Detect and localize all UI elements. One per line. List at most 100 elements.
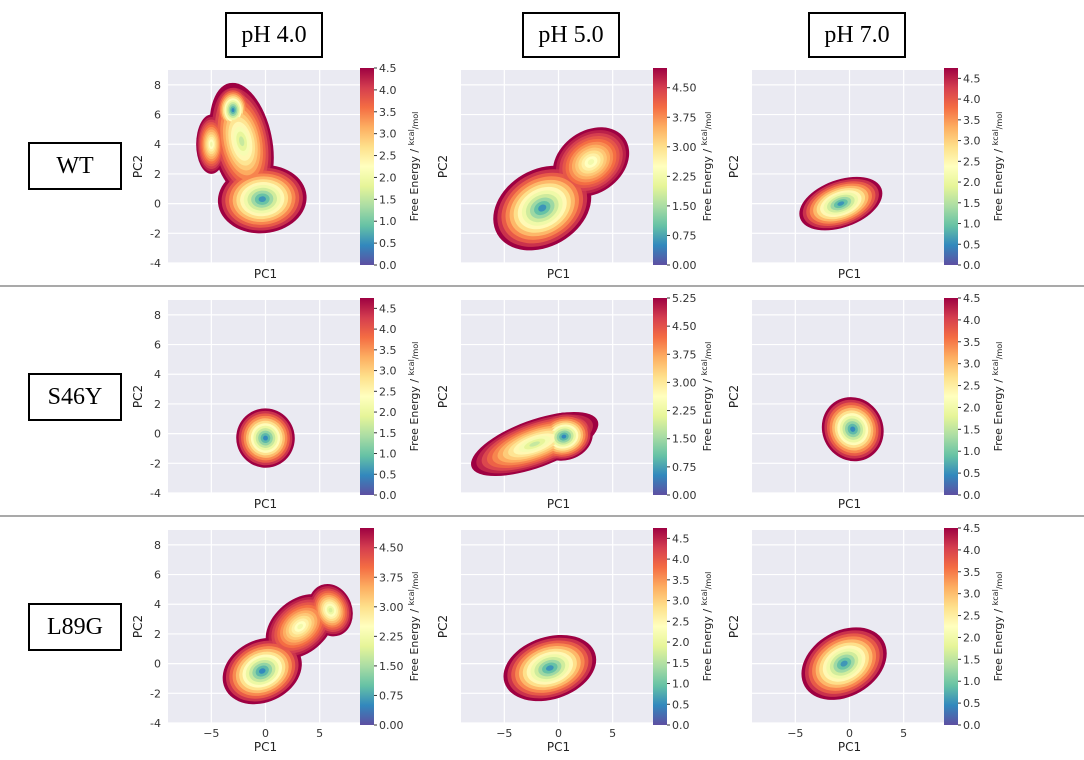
plot-s46y-ph7-colorbar-tick-label: 4.5 xyxy=(963,292,981,305)
plot-wt-ph7-colorbar-tick-label: 2.0 xyxy=(963,176,981,189)
plot-s46y-ph7-xlabel: PC1 xyxy=(838,497,861,511)
plot-l89g-ph4-ytick-label: 0 xyxy=(154,658,161,671)
plot-l89g-ph4-landscape xyxy=(222,583,353,705)
plot-l89g-ph7-colorbar-tick-label: 1.0 xyxy=(963,675,981,688)
plot-l89g-ph4-colorbar-tick-label: 3.75 xyxy=(379,571,404,584)
plot-l89g-ph4-ytick-label: 4 xyxy=(154,598,161,611)
plot-wt-ph4-colorbar-tick-label: 2.0 xyxy=(379,171,397,184)
row-header-l89g: L89G xyxy=(28,603,122,651)
plot-wt-ph4-contour-level xyxy=(258,196,266,203)
plot-l89g-ph4-ytick-label: -2 xyxy=(150,687,161,700)
plot-wt-ph7-colorbar-tick-label: 0.5 xyxy=(963,238,981,251)
plot-l89g-ph5-xtick-label: −5 xyxy=(496,727,512,740)
plot-wt-ph4-colorbar-tick-label: 3.0 xyxy=(379,128,397,141)
plot-l89g-ph5-xlabel: PC1 xyxy=(547,740,570,754)
plot-l89g-ph5-landscape xyxy=(503,634,597,702)
plot-s46y-ph5-ylabel: PC2 xyxy=(436,385,450,408)
plot-s46y-ph4-ylabel: PC2 xyxy=(131,385,145,408)
plot-s46y-ph7-colorbar-tick-label: 2.0 xyxy=(963,401,981,414)
plot-wt-ph7-colorbar-tick-label: 2.5 xyxy=(963,155,981,168)
plot-l89g-ph4-colorbar-tick-label: 4.50 xyxy=(379,542,404,555)
plot-s46y-ph5-colorbar-tick-label: 4.50 xyxy=(672,320,697,333)
plot-s46y-ph7-colorbar xyxy=(944,298,958,495)
plot-wt-ph4-ytick-label: 8 xyxy=(154,79,161,92)
column-header-ph5: pH 5.0 xyxy=(522,12,620,58)
plot-s46y-ph4-ytick-label: 0 xyxy=(154,428,161,441)
plot-wt-ph4-ytick-label: 4 xyxy=(154,138,161,151)
plot-wt-ph4-ytick-label: -4 xyxy=(150,257,161,270)
plot-wt-ph4-colorbar xyxy=(360,68,374,265)
column-header-ph7: pH 7.0 xyxy=(808,12,906,58)
plot-l89g-ph4-colorbar xyxy=(360,528,374,725)
plot-wt-ph4-colorbar-tick-label: 4.0 xyxy=(379,84,397,97)
plot-wt-ph5-colorbar-tick-label: 2.25 xyxy=(672,170,697,183)
plot-l89g-ph5-ylabel: PC2 xyxy=(436,615,450,638)
plot-l89g-ph5-xtick-label: 0 xyxy=(555,727,562,740)
plot-l89g-ph5-xtick-label: 5 xyxy=(609,727,616,740)
plot-s46y-ph7-landscape xyxy=(821,397,884,462)
plot-l89g-ph4-xlabel: PC1 xyxy=(254,740,277,754)
plot-wt-ph7-contour-level xyxy=(837,201,845,206)
plot-l89g-ph4-colorbar-tick-label: 2.25 xyxy=(379,630,404,643)
plot-wt-ph4-colorbar-tick-label: 2.5 xyxy=(379,150,397,163)
plot-wt-ph5-colorbar xyxy=(653,68,667,265)
plot-l89g-ph7-colorbar-tick-label: 4.0 xyxy=(963,544,981,557)
plot-s46y-ph5-colorbar-tick-label: 1.50 xyxy=(672,433,697,446)
plot-s46y-ph5-colorbar-tick-label: 3.75 xyxy=(672,348,697,361)
plot-s46y-ph5-contour-level xyxy=(529,441,540,447)
plot-l89g-ph7-colorbar-tick-label: 2.5 xyxy=(963,610,981,623)
plot-l89g-ph5-colorbar-tick-label: 0.5 xyxy=(672,698,690,711)
plot-l89g-ph4-contour-level xyxy=(297,623,304,630)
plot-l89g-ph7-colorbar xyxy=(944,528,958,725)
plot-l89g-ph7-xtick-label: −5 xyxy=(787,727,803,740)
plot-wt-ph4-ytick-label: 2 xyxy=(154,168,161,181)
plot-s46y-ph4-colorbar-tick-label: 2.0 xyxy=(379,406,397,419)
plot-l89g-ph4-ytick-label: 6 xyxy=(154,569,161,582)
plot-s46y-ph7-colorbar-tick-label: 0.0 xyxy=(963,489,981,502)
plot-l89g-ph4-colorbar-tick-label: 0.75 xyxy=(379,689,404,702)
plot-wt-ph4-colorbar-tick-label: 0.5 xyxy=(379,237,397,250)
plot-wt-ph4-ylabel: PC2 xyxy=(131,155,145,178)
row-separator xyxy=(0,285,1084,287)
plot-wt-ph7-colorbar-tick-label: 4.5 xyxy=(963,72,981,85)
plot-wt-ph5-ylabel: PC2 xyxy=(436,155,450,178)
plot-s46y-ph4-contour-level xyxy=(263,435,268,441)
plot-l89g-ph7-colorbar-tick-label: 3.0 xyxy=(963,588,981,601)
plot-l89g-ph5-colorbar-tick-label: 4.0 xyxy=(672,553,690,566)
plot-wt-ph4-contour-level xyxy=(238,136,245,147)
plot-l89g-ph7-colorbar-label: Free Energy / kcal/mol xyxy=(991,572,1005,682)
plot-wt-ph7-colorbar-tick-label: 3.5 xyxy=(963,114,981,127)
plot-s46y-ph7-ylabel: PC2 xyxy=(727,385,741,408)
plot-wt-ph7-landscape xyxy=(799,176,883,231)
plot-wt-ph7-colorbar-tick-label: 3.0 xyxy=(963,135,981,148)
plot-l89g-ph5-colorbar-tick-label: 1.5 xyxy=(672,657,690,670)
plot-s46y-ph4-ytick-label: 2 xyxy=(154,398,161,411)
plot-s46y-ph5-colorbar-tick-label: 5.25 xyxy=(672,292,697,305)
plot-l89g-ph7-xlabel: PC1 xyxy=(838,740,861,754)
plot-wt-ph5-contour-level xyxy=(587,159,595,165)
plot-wt-ph4-colorbar-label: Free Energy / kcal/mol xyxy=(407,112,421,222)
plot-wt-ph4-xlabel: PC1 xyxy=(254,267,277,281)
plot-s46y-ph7-colorbar-tick-label: 1.0 xyxy=(963,445,981,458)
plot-s46y-ph4-xlabel: PC1 xyxy=(254,497,277,511)
plot-s46y-ph5-colorbar-tick-label: 0.00 xyxy=(672,489,697,502)
plot-wt-ph5-colorbar-tick-label: 3.00 xyxy=(672,141,697,154)
plot-s46y-ph5-colorbar-tick-label: 3.00 xyxy=(672,376,697,389)
plot-l89g-ph7-xtick-label: 0 xyxy=(846,727,853,740)
plot-l89g-ph5-colorbar-tick-label: 3.0 xyxy=(672,595,690,608)
plot-l89g-ph4-colorbar-label: Free Energy / kcal/mol xyxy=(407,572,421,682)
plot-l89g-ph5-colorbar-tick-label: 3.5 xyxy=(672,574,690,587)
plot-wt-ph5-colorbar-tick-label: 0.75 xyxy=(672,229,697,242)
plot-wt-ph7-colorbar-tick-label: 0.0 xyxy=(963,259,981,272)
plot-wt-ph5-landscape xyxy=(493,127,630,251)
plot-l89g-ph4-ytick-label: 2 xyxy=(154,628,161,641)
plot-s46y-ph4-colorbar-label: Free Energy / kcal/mol xyxy=(407,342,421,452)
plot-l89g-ph7-landscape xyxy=(801,627,887,700)
plot-wt-ph7-xlabel: PC1 xyxy=(838,267,861,281)
plot-s46y-ph4-colorbar-tick-label: 1.5 xyxy=(379,427,397,440)
plot-l89g-ph7-xtick-label: 5 xyxy=(900,727,907,740)
plot-s46y-ph4-colorbar-tick-label: 1.0 xyxy=(379,448,397,461)
plot-s46y-ph4-colorbar-tick-label: 4.5 xyxy=(379,302,397,315)
